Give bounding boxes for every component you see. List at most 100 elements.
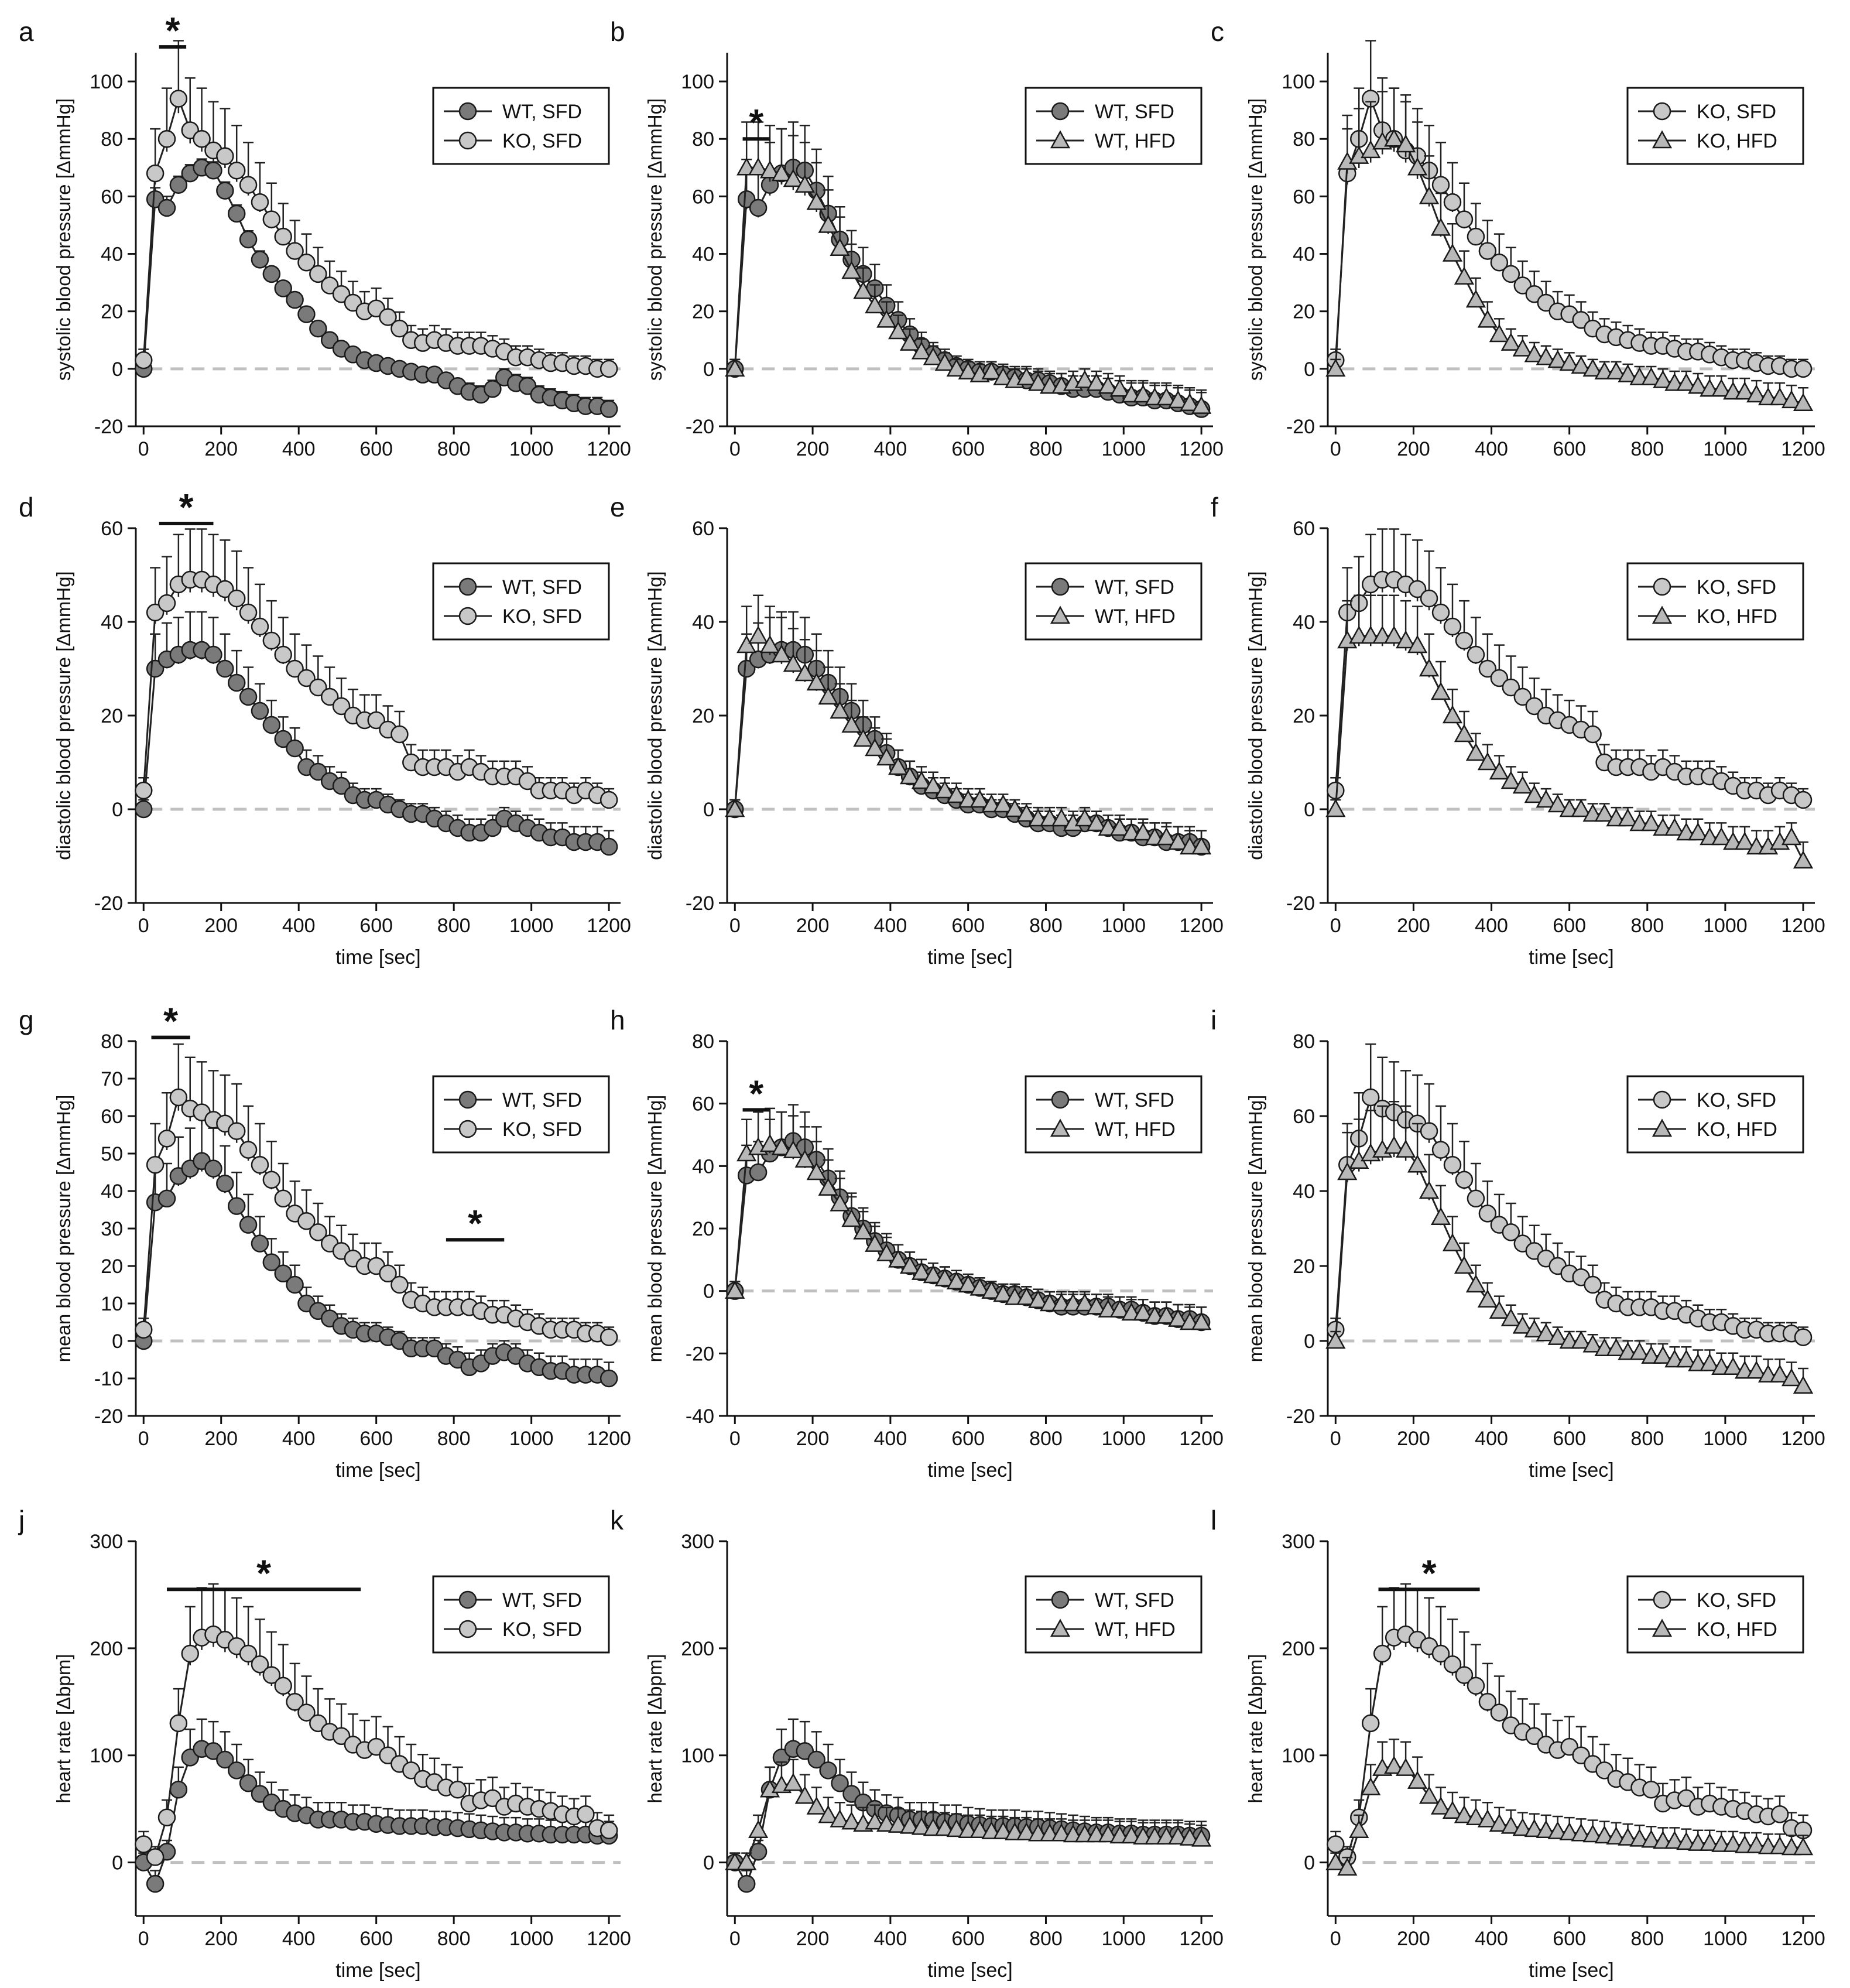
data-point [251, 1655, 269, 1674]
data-point [262, 1666, 281, 1684]
y-axis-label: systolic blood pressure [ΔmmHg] [1245, 98, 1266, 381]
legend-marker [458, 131, 477, 150]
y-tick-label: 60 [101, 518, 123, 540]
data-point [1477, 309, 1498, 328]
x-tick-label: 0 [138, 438, 149, 460]
data-point [1420, 589, 1438, 608]
data-point [297, 669, 316, 687]
data-point [332, 697, 351, 716]
x-tick-label: 1000 [1703, 438, 1748, 460]
data-point [841, 1209, 862, 1227]
data-point [1361, 1088, 1380, 1107]
y-tick-label: 100 [90, 71, 123, 93]
data-point [1168, 390, 1188, 409]
data-point [390, 725, 409, 744]
x-tick-label: 0 [729, 1928, 741, 1950]
data-point [309, 678, 327, 697]
y-tick-label: 60 [692, 186, 714, 208]
legend-marker [1050, 1118, 1071, 1137]
data-point [1618, 808, 1638, 827]
data-point [1455, 1666, 1474, 1684]
y-tick-label: 40 [101, 611, 123, 634]
data-point [1419, 658, 1440, 677]
legend-label: KO, SFD [502, 605, 582, 628]
x-tick-label: 200 [204, 1928, 238, 1950]
data-point [1327, 1835, 1345, 1853]
y-tick-label: 20 [1293, 705, 1315, 727]
data-point [1512, 1818, 1533, 1836]
panel-letter: k [610, 1505, 624, 1535]
data-point [320, 687, 339, 706]
legend-box [1626, 1575, 1804, 1654]
data-point [853, 728, 873, 747]
x-tick-label: 800 [1029, 438, 1063, 460]
y-tick-label: 60 [1293, 518, 1315, 540]
data-point [1524, 785, 1544, 803]
data-point [262, 631, 281, 650]
data-point [1442, 705, 1463, 724]
data-point [1430, 682, 1451, 700]
y-tick-label: 200 [90, 1638, 123, 1660]
x-tick-label: 600 [1553, 438, 1586, 460]
data-point [1465, 1807, 1486, 1826]
data-point [958, 361, 978, 380]
data-point [1016, 367, 1037, 385]
x-tick-label: 1000 [1703, 1428, 1748, 1450]
x-tick-label: 0 [729, 915, 741, 937]
data-point [1180, 393, 1200, 411]
data-point [1465, 1274, 1486, 1293]
data-point [911, 1262, 932, 1280]
data-point [934, 353, 955, 371]
panel-letter: i [1211, 1005, 1217, 1035]
y-tick-label: 40 [1293, 1181, 1315, 1203]
data-point [1711, 827, 1732, 846]
y-tick-label: 40 [1293, 611, 1315, 634]
data-point [1454, 724, 1475, 742]
y-tick-label: 0 [703, 799, 714, 821]
data-point [157, 129, 176, 148]
y-tick-label: -10 [94, 1368, 123, 1390]
data-point [227, 1122, 246, 1140]
x-tick-label: 800 [437, 438, 471, 460]
y-tick-label: -20 [1286, 892, 1315, 915]
x-tick-label: 1000 [1101, 438, 1146, 460]
data-point [1711, 378, 1732, 397]
data-point [448, 1780, 467, 1799]
data-point [1191, 396, 1212, 414]
y-tick-label: 80 [1293, 1031, 1315, 1053]
y-tick-label: -20 [686, 892, 714, 915]
data-point [1547, 1821, 1568, 1839]
panel-letter: b [610, 16, 625, 47]
y-tick-label: 0 [703, 1281, 714, 1303]
series-ko-sfd [1327, 40, 1813, 378]
legend-box [1025, 87, 1202, 165]
data-point [1688, 822, 1708, 841]
y-tick-label: 40 [101, 1181, 123, 1203]
data-point [1191, 836, 1212, 855]
data-point [1407, 635, 1428, 653]
data-point [134, 781, 153, 800]
legend-marker [1051, 102, 1070, 121]
data-point [783, 653, 804, 672]
data-point [1525, 697, 1544, 716]
data-point [286, 290, 304, 309]
series-ko-hfd [1325, 87, 1814, 411]
data-point [227, 1761, 246, 1780]
x-tick-label: 1000 [509, 1428, 554, 1450]
x-tick-label: 400 [1475, 1428, 1508, 1450]
x-tick-label: 0 [138, 1928, 149, 1950]
legend-marker [1051, 1590, 1070, 1609]
data-point [923, 347, 944, 365]
data-point [807, 1750, 825, 1769]
data-point [806, 1796, 827, 1815]
data-point [946, 785, 967, 803]
data-point [1559, 353, 1580, 371]
significance-star: * [749, 101, 763, 143]
data-point [1547, 350, 1568, 368]
data-point [1769, 387, 1790, 406]
data-point [274, 279, 292, 297]
x-tick-label: 200 [204, 915, 238, 937]
data-point [157, 1808, 176, 1827]
data-point [759, 160, 780, 179]
